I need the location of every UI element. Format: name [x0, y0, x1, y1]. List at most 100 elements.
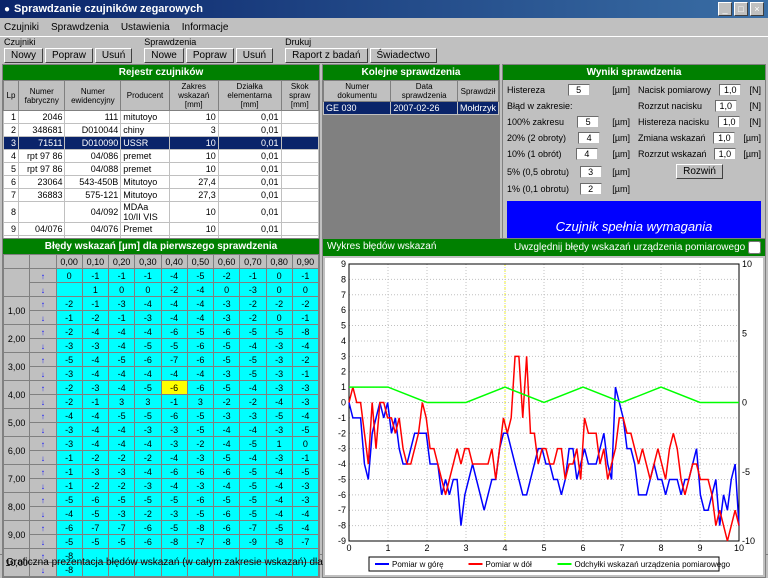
errors-panel: Błędy wskazań [µm] dla pierwszego sprawd… — [2, 238, 320, 578]
error-row[interactable]: 7,00↑-1-3-3-4-6-6-6-5-4-5 — [4, 465, 319, 479]
table-row[interactable]: 904/07604/076Premet100,01 — [4, 223, 319, 236]
results-title: Wyniki sprawdzenia — [503, 65, 765, 80]
result-input[interactable] — [713, 132, 735, 144]
error-row[interactable]: 3,00↑-5-4-5-6-7-6-5-5-3-2 — [4, 353, 319, 367]
registry-panel: Rejestr czujników LpNumer fabrycznyNumer… — [2, 64, 320, 264]
down-arrow-icon: ↓ — [41, 426, 45, 435]
error-row[interactable]: 1,00↑-2-1-3-4-4-4-3-2-2-2 — [4, 297, 319, 311]
close-button[interactable]: × — [750, 2, 764, 16]
świadectwo-button[interactable]: Świadectwo — [370, 48, 437, 63]
checks-panel: Kolejne sprawdzenia Numer dokumentuData … — [322, 64, 500, 264]
result-input[interactable] — [580, 166, 602, 178]
menu-sprawdzenia[interactable]: Sprawdzenia — [51, 22, 109, 33]
down-arrow-icon: ↓ — [41, 510, 45, 519]
result-label: 10% (1 obrót) — [507, 149, 562, 159]
minimize-button[interactable]: _ — [718, 2, 732, 16]
up-arrow-icon: ↑ — [41, 328, 45, 337]
menu-ustawienia[interactable]: Ustawienia — [121, 22, 170, 33]
error-row[interactable]: 9,00↑-6-7-7-6-5-8-6-7-5-4 — [4, 521, 319, 535]
up-arrow-icon: ↑ — [41, 412, 45, 421]
result-input[interactable] — [714, 148, 736, 160]
registry-title: Rejestr czujników — [3, 65, 319, 80]
nowe-button[interactable]: Nowe — [144, 48, 184, 63]
error-row[interactable]: ↓-3-4-4-3-3-5-4-4-3-5 — [4, 423, 319, 437]
error-row[interactable]: ↓100-2-40-300 — [4, 283, 319, 297]
svg-text:Odchyłki wskazań urządzenia po: Odchyłki wskazań urządzenia pomiarowego — [575, 560, 731, 569]
usuń-button[interactable]: Usuń — [95, 48, 132, 63]
up-arrow-icon: ↑ — [41, 300, 45, 309]
registry-grid[interactable]: LpNumer fabrycznyNumer ewidencyjnyProduc… — [3, 80, 319, 249]
menu-czujniki[interactable]: Czujniki — [4, 22, 39, 33]
maximize-button[interactable]: □ — [734, 2, 748, 16]
nowy-button[interactable]: Nowy — [4, 48, 43, 63]
svg-text:3: 3 — [463, 543, 468, 553]
table-row[interactable]: 804/092MDAa 10/II VIS100,01 — [4, 202, 319, 223]
svg-text:8: 8 — [658, 543, 663, 553]
error-row[interactable]: ↓-1-2-2-2-4-3-5-4-3-1 — [4, 451, 319, 465]
menu-informacje[interactable]: Informacje — [182, 22, 229, 33]
result-label: Rozrzut wskazań — [638, 149, 707, 159]
table-row[interactable]: 736883575-121Mitutoyo27,30,01 — [4, 189, 319, 202]
error-row[interactable]: ↓-5-5-5-6-8-7-8-9-8-7 — [4, 535, 319, 549]
checks-title: Kolejne sprawdzenia — [323, 65, 499, 80]
down-arrow-icon: ↓ — [41, 342, 45, 351]
usuń-button[interactable]: Usuń — [236, 48, 273, 63]
error-row[interactable]: 6,00↑-3-4-4-4-3-2-4-510 — [4, 437, 319, 451]
table-row[interactable]: 2348681D010044chiny30,01 — [4, 124, 319, 137]
popraw-button[interactable]: Popraw — [186, 48, 234, 63]
table-row[interactable]: 623064543-450BMitutoyo27,40,01 — [4, 176, 319, 189]
expand-button[interactable]: Rozwiń — [676, 164, 723, 179]
error-row[interactable]: ↓-2-133-13-2-2-4-3 — [4, 395, 319, 409]
result-input[interactable] — [715, 100, 737, 112]
svg-text:0: 0 — [742, 398, 747, 408]
error-row[interactable]: ↓-1-2-1-3-4-4-3-20-1 — [4, 311, 319, 325]
svg-text:Pomiar w górę: Pomiar w górę — [392, 560, 444, 569]
svg-text:6: 6 — [341, 305, 346, 315]
svg-text:9: 9 — [341, 259, 346, 269]
result-label: Rozrzut nacisku — [638, 101, 702, 111]
svg-text:9: 9 — [697, 543, 702, 553]
chart-area: 012345678910-9-8-7-6-5-4-3-2-10123456789… — [325, 258, 763, 575]
menubar: Czujniki Sprawdzenia Ustawienia Informac… — [0, 18, 768, 36]
error-row[interactable]: 2,00↑-2-4-4-4-6-5-6-5-5-8 — [4, 325, 319, 339]
table-row[interactable]: GE 0302007-02-26Mołdrzyk — [324, 102, 499, 115]
error-row[interactable]: 4,00↑-2-3-4-5-6-6-5-4-3-3 — [4, 381, 319, 395]
errors-table[interactable]: 0,000,100,200,300,400,500,600,700,800,90… — [3, 254, 319, 577]
result-label: 5% (0,5 obrotu) — [507, 167, 569, 177]
checks-grid[interactable]: Numer dokumentuData sprawdzeniaSprawdził… — [323, 80, 499, 263]
result-input[interactable] — [577, 116, 599, 128]
table-row[interactable]: 371511D010090USSR100,01 — [4, 137, 319, 150]
svg-text:4: 4 — [341, 336, 346, 346]
result-input[interactable] — [719, 84, 741, 96]
error-row[interactable]: 5,00↑-4-4-5-5-6-5-3-3-5-4 — [4, 409, 319, 423]
titlebar: ● Sprawdzanie czujników zegarowych _ □ × — [0, 0, 768, 18]
error-row[interactable]: ↓-4-5-3-2-3-5-6-5-4-4 — [4, 507, 319, 521]
result-input[interactable] — [718, 116, 740, 128]
table-row[interactable]: 4rpt 97 8604/086premet100,01 — [4, 150, 319, 163]
table-row[interactable]: 5rpt 97 8604/088premet100,01 — [4, 163, 319, 176]
raport-z-badań-button[interactable]: Raport z badań — [285, 48, 367, 63]
error-row[interactable]: ↓-1-2-2-3-4-3-4-5-4-3 — [4, 479, 319, 493]
popraw-button[interactable]: Popraw — [45, 48, 93, 63]
registry-col: Zakres wskazań [mm] — [169, 81, 218, 111]
svg-text:-5: -5 — [742, 467, 750, 477]
up-arrow-icon: ↑ — [41, 440, 45, 449]
svg-text:5: 5 — [541, 543, 546, 553]
svg-text:-2: -2 — [338, 428, 346, 438]
chart-option-checkbox[interactable] — [748, 241, 761, 254]
error-row[interactable]: 8,00↑-5-6-5-5-5-6-5-5-4-3 — [4, 493, 319, 507]
result-label: 100% zakresu — [507, 117, 564, 127]
error-row[interactable]: ↓-3-4-4-4-4-4-3-5-3-1 — [4, 367, 319, 381]
svg-text:-4: -4 — [338, 459, 346, 469]
registry-col: Numer fabryczny — [19, 81, 65, 111]
result-input[interactable] — [578, 132, 600, 144]
result-input[interactable] — [568, 84, 590, 96]
registry-col: Lp — [4, 81, 19, 111]
registry-col: Działka elementarna [mm] — [218, 81, 281, 111]
result-input[interactable] — [580, 183, 602, 195]
table-row[interactable]: 12046111mitutoyo100,01 — [4, 111, 319, 124]
result-label: Nacisk pomiarowy — [638, 85, 711, 95]
error-row[interactable]: ↓-3-3-4-5-5-6-5-4-3-4 — [4, 339, 319, 353]
error-row[interactable]: ↑0-1-1-1-4-5-2-10-1 — [4, 269, 319, 283]
result-input[interactable] — [576, 148, 598, 160]
